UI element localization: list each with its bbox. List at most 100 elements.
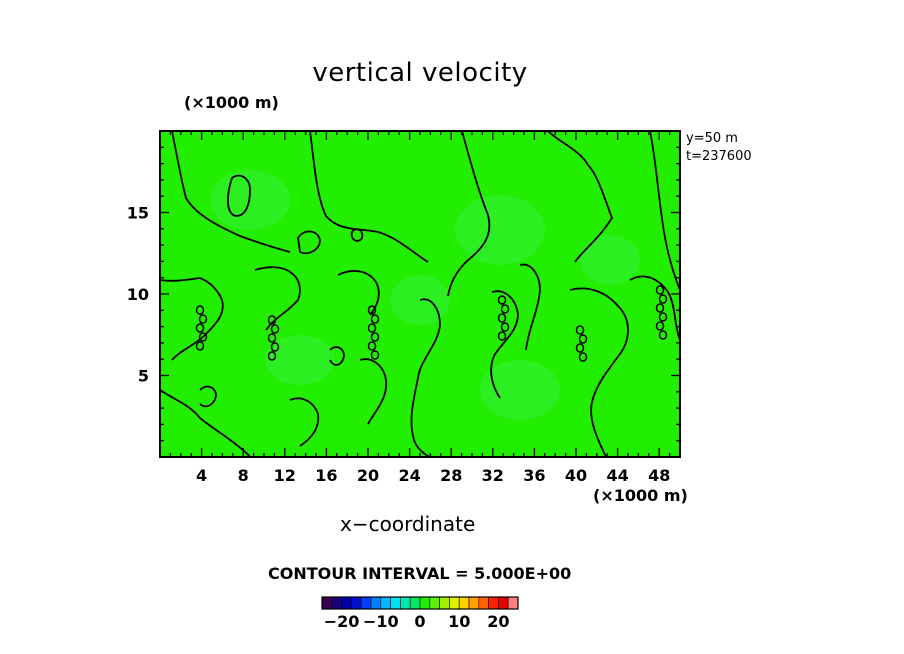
x-tick-label: 12 — [274, 466, 296, 485]
contour-loop — [270, 324, 280, 334]
colorbar-swatch — [468, 596, 480, 610]
colorbar-swatch — [419, 596, 431, 610]
x-tick-label: 20 — [357, 466, 379, 485]
colorbar-tick-label: 10 — [448, 612, 470, 631]
contour-loop — [497, 331, 507, 341]
contour-loop — [195, 305, 205, 315]
contour-line — [359, 358, 388, 425]
contour-loop — [195, 341, 205, 351]
contour-loop — [500, 304, 510, 314]
contour-line — [171, 130, 291, 253]
contour-loop — [195, 323, 205, 333]
contour-line — [199, 385, 217, 408]
contour-loop — [655, 303, 665, 313]
colorbar-swatch — [458, 596, 470, 610]
contour-loop — [198, 314, 208, 324]
colorbar-swatch — [380, 596, 391, 610]
colorbar-swatch — [439, 596, 450, 610]
contour-line — [569, 287, 629, 458]
contour-loop — [575, 325, 585, 335]
y-axis-unit-label: (×1000 m) — [184, 93, 279, 112]
colorbar-swatch — [478, 596, 489, 610]
x-tick-label: 48 — [648, 466, 670, 485]
contour-line — [329, 346, 345, 366]
colorbar-swatch — [331, 596, 342, 610]
contour-loop — [367, 323, 377, 333]
colorbar-swatch — [498, 596, 509, 610]
colorbar-swatch — [341, 596, 352, 610]
contour-line — [410, 298, 441, 458]
x-axis-title: x−coordinate — [340, 512, 476, 536]
y-tick-label: 5 — [138, 367, 149, 386]
colorbar-tick-label: 20 — [487, 612, 509, 631]
field-patch — [455, 195, 545, 265]
contour-loop — [578, 352, 588, 362]
contour-loop — [500, 322, 510, 332]
x-tick-label: 4 — [196, 466, 207, 485]
contour-loop — [267, 333, 277, 343]
colorbar-swatch — [400, 596, 411, 610]
contour-loop — [497, 313, 507, 323]
contour-line — [289, 397, 320, 447]
contour-loop — [658, 312, 668, 322]
contour-line — [649, 130, 681, 291]
colorbar-tick-label: 0 — [414, 612, 425, 631]
contour-loop — [367, 305, 377, 315]
y-tick-label: 15 — [127, 204, 149, 223]
contour-interval-label: CONTOUR INTERVAL = 5.000E+00 — [268, 564, 572, 583]
colorbar-swatch — [390, 596, 401, 610]
contour-loop — [655, 285, 665, 295]
field-patch — [580, 235, 640, 285]
x-tick-label: 24 — [398, 466, 420, 485]
contour-loop — [658, 294, 668, 304]
colorbar-swatch — [360, 596, 372, 610]
colorbar-swatch — [449, 596, 460, 610]
contour-loop — [267, 351, 277, 361]
contour-loop — [655, 321, 665, 331]
x-axis-unit-label: (×1000 m) — [593, 486, 688, 505]
y-tick-label: 10 — [127, 285, 149, 304]
contour-closed — [227, 174, 251, 217]
colorbar-tick-label: −10 — [363, 612, 399, 631]
contour-line — [447, 130, 491, 297]
y-position-annotation: y=50 m — [686, 131, 738, 146]
contour-loop — [198, 332, 208, 342]
field-patch — [480, 360, 560, 420]
colorbar-swatch — [351, 596, 362, 610]
contour-line — [519, 263, 541, 351]
colorbar-swatch — [321, 596, 333, 610]
contour-loop — [497, 295, 507, 305]
contour-loop — [270, 342, 280, 352]
contour-line — [337, 270, 380, 316]
colorbar-swatch — [370, 596, 382, 610]
contour-line — [159, 389, 251, 458]
contour-closed — [297, 230, 321, 255]
contour-closed — [350, 228, 364, 242]
field-background — [160, 131, 680, 457]
x-tick-label: 8 — [238, 466, 249, 485]
contour-line — [490, 290, 519, 399]
x-tick-label: 40 — [565, 466, 587, 485]
chart-title: vertical velocity — [312, 58, 528, 88]
field-patch — [265, 335, 335, 385]
x-tick-label: 36 — [523, 466, 545, 485]
colorbar-tick-label: −20 — [324, 612, 360, 631]
contour-line — [254, 266, 301, 331]
contour-line — [309, 130, 429, 263]
x-tick-label: 32 — [482, 466, 504, 485]
x-tick-label: 16 — [315, 466, 337, 485]
contour-loop — [578, 334, 588, 344]
time-annotation: t=237600 — [686, 149, 752, 164]
contour-loop — [370, 314, 380, 324]
colorbar-swatch — [507, 596, 519, 610]
contour-line — [159, 277, 224, 361]
colorbar-swatch — [409, 596, 421, 610]
contour-line — [547, 130, 614, 263]
contour-loop — [370, 332, 380, 342]
x-tick-label: 44 — [606, 466, 628, 485]
contour-loop — [367, 341, 377, 351]
x-tick-label: 28 — [440, 466, 462, 485]
contour-loop — [658, 330, 668, 340]
colorbar-frame — [321, 596, 519, 610]
